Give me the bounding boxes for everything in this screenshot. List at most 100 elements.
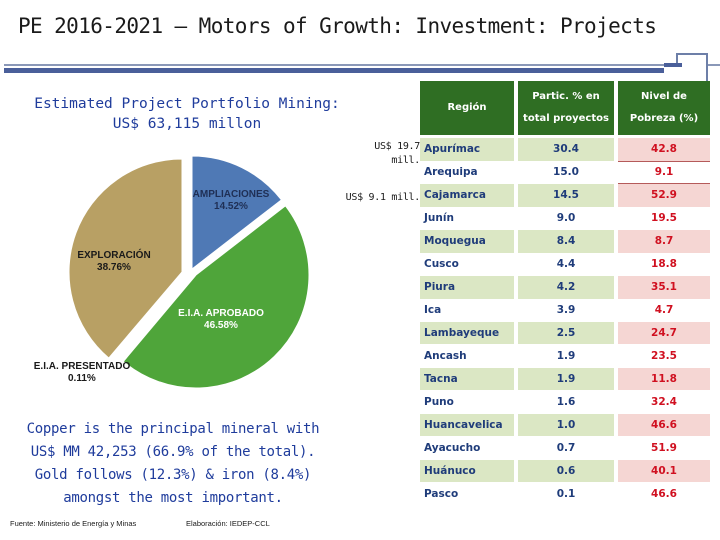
note-19-7-mill: US$ 19.7 mill. (352, 140, 420, 168)
cell-region: Cusco (424, 258, 459, 271)
table-row: Junín 9.0 19.5 (420, 207, 720, 230)
cell-region: Pasco (424, 488, 459, 501)
source-note: Fuente: Ministerio de Energía y Minas (10, 519, 137, 528)
copper-summary-line2: US$ MM 42,253 (66.9% of the total). (30, 444, 316, 460)
cell-partic: 30.4 (518, 138, 614, 161)
header-partic-line2: total proyectos (523, 113, 609, 124)
cell-region: Junín (424, 212, 454, 225)
cell-region: Huánuco (420, 459, 514, 483)
table-row: Ancash 1.9 23.5 (420, 345, 720, 368)
chart-subtitle-line1: Estimated Project Portfolio Mining: (34, 96, 340, 112)
pie-slice-eia-aprobado (122, 205, 310, 389)
cell-partic: 2.5 (518, 321, 614, 345)
chart-subtitle: Estimated Project Portfolio Mining: US$ … (22, 94, 352, 134)
cell-pobreza: 8.7 (618, 229, 710, 253)
cell-partic: 15.0 (553, 166, 579, 179)
copper-summary-line4: amongst the most important. (63, 490, 283, 506)
cell-pobreza: 4.7 (654, 304, 674, 317)
cell-pobreza: 35.1 (618, 275, 710, 299)
table-row: Apurímac 30.4 42.8 (420, 138, 720, 161)
cell-region: Arequipa (424, 166, 478, 179)
header-partic: Partic. % en total proyectos (518, 81, 614, 135)
table-body: Apurímac 30.4 42.8 Arequipa 15.0 9.1 Cajamarca… (420, 138, 720, 505)
cell-partic: 9.0 (556, 212, 576, 225)
cell-region: Tacna (420, 367, 514, 391)
cell-pobreza: 11.8 (618, 367, 710, 391)
cell-pobreza: 51.9 (651, 442, 677, 455)
header-partic-line1: Partic. % en (532, 91, 600, 102)
table-header: Región Partic. % en total proyectos Nive… (420, 81, 720, 135)
cell-pobreza: 23.5 (651, 350, 677, 363)
header-pobreza: Nivel de Pobreza (%) (618, 81, 710, 135)
cell-partic: 0.1 (556, 488, 576, 501)
cell-partic: 0.7 (556, 442, 576, 455)
cell-region: Apurímac (420, 138, 514, 161)
pie-label-eia-presentado: E.I.A. PRESENTADO (34, 361, 131, 372)
pie-label-ampliaciones: AMPLIACIONES (193, 189, 270, 200)
cell-pobreza: 52.9 (618, 183, 710, 207)
cell-partic: 1.9 (518, 367, 614, 391)
copper-summary: Copper is the principal mineral with US$… (4, 418, 342, 510)
cell-pobreza: 32.4 (651, 396, 677, 409)
header-pobreza-line1: Nivel de (641, 91, 687, 102)
elaboration-note: Elaboración: IEDEP-CCL (186, 519, 270, 528)
cell-pobreza: 40.1 (618, 459, 710, 483)
cell-pobreza: 19.5 (651, 212, 677, 225)
cell-pobreza: 42.8 (618, 138, 710, 161)
table-row: Cusco 4.4 18.8 (420, 253, 720, 276)
pie-label-exploracion: EXPLORACIÓN (77, 248, 150, 261)
slide-title: PE 2016-2021 – Motors of Growth: Investm… (18, 14, 657, 38)
header-pobreza-line2: Pobreza (%) (629, 113, 699, 124)
table-row: Cajamarca 14.5 52.9 (420, 183, 720, 207)
table-row: Moquegua 8.4 8.7 (420, 229, 720, 253)
pie-label-eia-aprobado: E.I.A. APROBADO (178, 308, 264, 319)
header-region: Región (420, 81, 514, 135)
cell-pobreza: 46.6 (618, 413, 710, 437)
cell-partic: 0.6 (518, 459, 614, 483)
cell-pobreza: 24.7 (618, 321, 710, 345)
cell-region: Ayacucho (424, 442, 481, 455)
table-row: Pasco 0.1 46.6 (420, 483, 720, 506)
cell-region: Puno (424, 396, 454, 409)
cell-region: Piura (420, 275, 514, 299)
cell-partic: 1.6 (556, 396, 576, 409)
note-9-1-mill: US$ 9.1 mill. (345, 192, 421, 203)
title-rule-thick (4, 68, 664, 73)
table-row: Piura 4.2 35.1 (420, 275, 720, 299)
pie-slice-ampliaciones (191, 155, 283, 271)
note-19-7-line1: US$ 19.7 (374, 141, 420, 152)
cell-pobreza: 18.8 (651, 258, 677, 271)
table-row: Ayacucho 0.7 51.9 (420, 437, 720, 460)
note-19-7-line2: mill. (391, 155, 420, 166)
pie-value-eia-presentado: 0.11% (68, 373, 96, 384)
title-rule-thin (4, 64, 720, 66)
cell-pobreza: 46.6 (651, 488, 677, 501)
cell-pobreza: 9.1 (618, 160, 710, 184)
cell-partic: 4.2 (518, 275, 614, 299)
table-row: Arequipa 15.0 9.1 (420, 160, 720, 184)
cell-region: Ica (424, 304, 442, 317)
table-row: Huánuco 0.6 40.1 (420, 459, 720, 483)
cell-region: Moquegua (420, 229, 514, 253)
cell-partic: 1.0 (518, 413, 614, 437)
cell-partic: 8.4 (518, 229, 614, 253)
corner-square-decoration-inner (664, 63, 682, 81)
cell-partic: 3.9 (556, 304, 576, 317)
cell-region: Huancavelica (420, 413, 514, 437)
copper-summary-line1: Copper is the principal mineral with (26, 421, 320, 437)
pie-slice-exploracion (68, 158, 183, 359)
cell-region: Cajamarca (420, 183, 514, 207)
table-row: Puno 1.6 32.4 (420, 391, 720, 414)
table-row: Lambayeque 2.5 24.7 (420, 321, 720, 345)
cell-partic: 4.4 (556, 258, 576, 271)
copper-summary-line3: Gold follows (12.3%) & iron (8.4%) (34, 467, 312, 483)
pie-value-ampliaciones: 14.52% (214, 201, 248, 212)
table-row: Ica 3.9 4.7 (420, 299, 720, 322)
cell-partic: 14.5 (518, 183, 614, 207)
pie-slice-eia-presentado (110, 275, 185, 364)
cell-region: Ancash (424, 350, 467, 363)
cell-partic: 1.9 (556, 350, 576, 363)
pie-value-exploracion: 38.76% (97, 262, 131, 273)
chart-subtitle-line2: US$ 63,115 millon (112, 116, 262, 132)
